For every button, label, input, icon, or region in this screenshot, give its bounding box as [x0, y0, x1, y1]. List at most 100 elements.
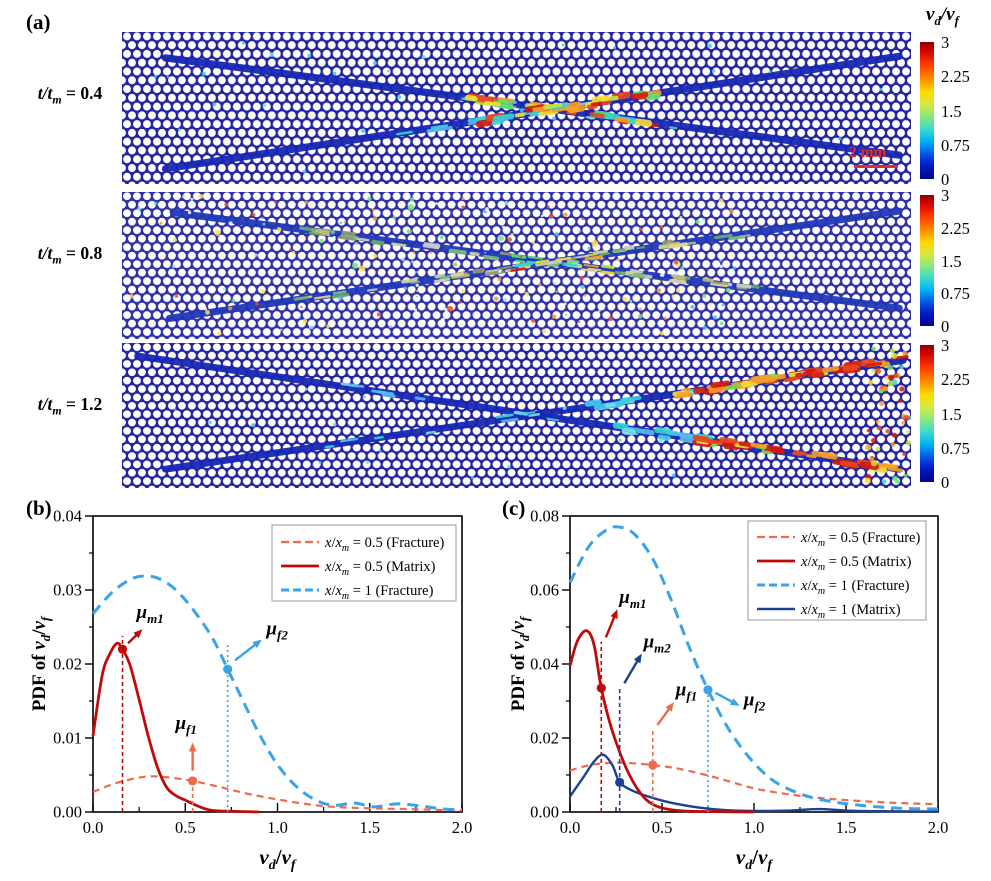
time-label-t04: t/tm = 0.4 [37, 83, 103, 107]
series-curves [568, 525, 939, 814]
svg-text:0.5: 0.5 [175, 818, 196, 837]
pdf-chart-b: 0.0 0.5 1.0 1.5 2.0 0.00 0.01 0.02 0.03 0.04 vd/vf… [29, 507, 472, 874]
svg-text:0.5: 0.5 [652, 818, 673, 837]
panel-a-label: (a) [26, 10, 51, 34]
svg-text:1.5: 1.5 [359, 818, 380, 837]
legend-item-0: x/xm = 0.5 (Fracture) [800, 530, 920, 549]
lattice-snapshot-t12 [122, 343, 911, 488]
snapshot-row-t12: t/tm = 1.2 3 2.25 1.5 0.75 0 [0, 336, 991, 492]
mean-marker-mu_f2 [223, 664, 233, 674]
lattice-snapshot-t08 [122, 192, 911, 339]
svg-text:0.08: 0.08 [530, 507, 559, 526]
mean-marker-mu_m1 [117, 644, 128, 654]
svg-text:0.00: 0.00 [530, 803, 559, 822]
panel-b-label: (b) [26, 496, 52, 520]
annotation-label-mu_f1: μf1 [174, 713, 196, 737]
colorbar-tick-label: 0 [941, 170, 950, 189]
colorbar-tick-label: 1.5 [941, 101, 962, 121]
colorbar-ticks: 3 2.25 1.5 0.75 0 [920, 186, 970, 336]
legend-item-2: x/xm = 1 (Fracture) [800, 578, 910, 597]
series-curves [91, 574, 463, 814]
svg-text:0.01: 0.01 [53, 729, 82, 748]
svg-text:0.06: 0.06 [530, 581, 559, 600]
panel-c-label: (c) [502, 496, 526, 520]
scale-bar-line [854, 165, 898, 168]
annotation-label-mu_f2: μf2 [265, 618, 288, 642]
svg-text:0.0: 0.0 [83, 818, 104, 837]
colorbar-ticks: 3 2.25 1.5 0.75 0 [920, 33, 970, 189]
legend-item-2: x/xm = 1 (Fracture) [324, 583, 434, 602]
series-1 [91, 641, 260, 814]
annotations: μm1 μf1 μf2 [117, 602, 288, 812]
svg-text:1.5: 1.5 [836, 818, 857, 837]
svg-text:0.03: 0.03 [53, 581, 82, 600]
snapshot-row-t04: t/tm = 0.4 3 2.25 1.5 0.75 0 [0, 32, 991, 189]
lattice-snapshot-t04 [122, 32, 911, 184]
x-axis-title: vd/vf [736, 845, 774, 873]
annotation-label-mu_m1: μm1 [618, 587, 646, 611]
colorbar-tick-label: 0.75 [941, 284, 970, 304]
svg-text:0.04: 0.04 [530, 655, 559, 674]
svg-text:0.02: 0.02 [530, 729, 559, 748]
legend-item-1: x/xm = 0.5 (Matrix) [324, 559, 436, 578]
time-label-t08: t/tm = 0.8 [37, 243, 103, 267]
annotation-label-mu_m2: μm2 [643, 631, 672, 655]
legend: x/xm = 0.5 (Fracture) x/xm = 0.5 (Matrix)… [747, 520, 927, 621]
colorbar-tick-label: 2.25 [941, 67, 970, 87]
colorbar-title: vd/vf [926, 4, 959, 28]
scale-bar-label: 2 mm [849, 144, 887, 161]
snapshot-row-t08: t/tm = 0.8 3 2.25 1.5 0.75 0 [0, 186, 991, 339]
series-1 [569, 753, 939, 813]
colorbar-t08: 3 2.25 1.5 0.75 0 [920, 186, 970, 336]
legend-item-1: x/xm = 1 (Matrix) [800, 602, 901, 621]
svg-text:1.0: 1.0 [744, 818, 765, 837]
svg-text:1.0: 1.0 [267, 818, 288, 837]
mean-marker-mu_m1 [596, 683, 606, 693]
colorbar-tick-label: 1.5 [941, 251, 962, 271]
mean-marker-mu_f1 [188, 776, 198, 786]
colorbar-tick-label: 1.5 [941, 404, 962, 424]
colorbar-tick-label: 2.25 [941, 370, 970, 390]
annotation-label-mu_m1: μm1 [136, 602, 164, 626]
y-axis-title: PDF of vd/vf [508, 615, 532, 711]
colorbar-tick-label: 2.25 [941, 218, 970, 238]
mean-marker-mu_f1 [648, 760, 658, 770]
legend-item-3: x/xm = 0.5 (Matrix) [800, 554, 912, 573]
colorbar-tick-label: 0.75 [941, 135, 970, 155]
crack-layer [153, 41, 903, 178]
colorbar-t04: 3 2.25 1.5 0.75 0 [920, 33, 970, 189]
colorbar-t12: 3 2.25 1.5 0.75 0 [920, 336, 970, 492]
axes: 0.0 0.5 1.0 1.5 2.0 0.00 0.01 0.02 0.03 0.04 [53, 507, 472, 838]
annotations: μm1 μm2 μf1 μf2 [596, 587, 766, 812]
colorbar-tick-label: 0 [941, 473, 950, 492]
colorbar-tick-label: 0 [941, 317, 950, 336]
legend: x/xm = 0.5 (Fracture) x/xm = 0.5 (Matrix)… [271, 524, 457, 602]
mean-marker-mu_m2 [615, 777, 625, 787]
colorbar-gradient [920, 42, 934, 179]
crack-layer [128, 194, 903, 336]
y-axis-title: PDF of vd/vf [29, 615, 53, 711]
svg-text:0.04: 0.04 [53, 507, 82, 526]
mean-marker-mu_f2 [703, 685, 713, 695]
series-3 [568, 629, 755, 814]
svg-text:0.00: 0.00 [53, 803, 82, 822]
axes: 0.0 0.5 1.0 1.5 2.0 0.00 0.02 0.04 0.06 0.08 [530, 507, 948, 838]
svg-text:2.0: 2.0 [452, 818, 473, 837]
colorbar-ticks: 3 2.25 1.5 0.75 0 [920, 336, 970, 492]
legend-item-0: x/xm = 0.5 (Fracture) [324, 535, 444, 554]
colorbar-tick-label: 0.75 [941, 438, 970, 458]
x-axis-title: vd/vf [259, 845, 297, 873]
annotation-label-mu_f2: μf2 [743, 689, 766, 713]
svg-text:2.0: 2.0 [928, 818, 949, 837]
colorbar-gradient [920, 195, 934, 326]
time-label-t12: t/tm = 1.2 [37, 394, 103, 418]
series-0 [92, 775, 463, 812]
colorbar-tick-label: 3 [941, 186, 950, 205]
svg-text:0.0: 0.0 [560, 818, 581, 837]
series-2 [568, 525, 939, 811]
pdf-chart-c: 0.0 0.5 1.0 1.5 2.0 0.00 0.02 0.04 0.06 0.08 vd/vf… [508, 507, 948, 874]
series-0 [569, 761, 939, 806]
colorbar-gradient [920, 345, 934, 482]
series-2 [91, 574, 463, 812]
